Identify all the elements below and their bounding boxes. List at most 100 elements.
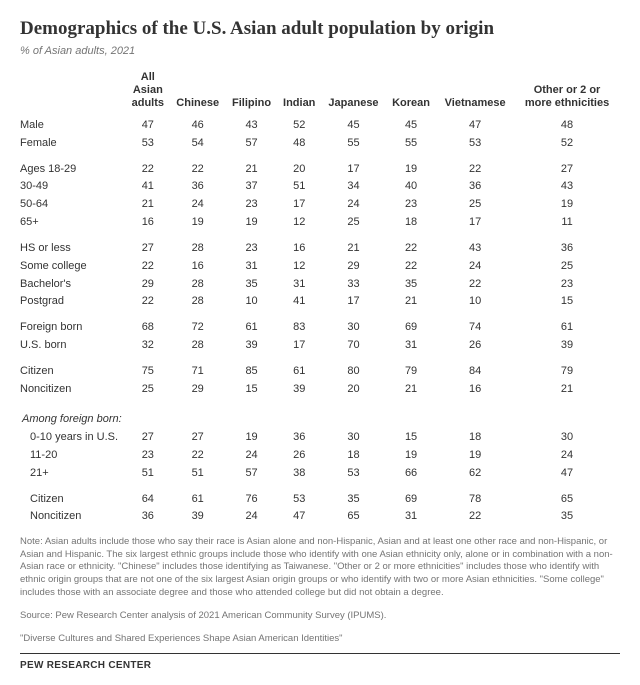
cell: 61: [170, 490, 226, 508]
row-label: Citizen: [20, 490, 126, 508]
cell: 52: [514, 134, 620, 152]
cell: 47: [436, 116, 514, 134]
row-label: 11-20: [20, 446, 126, 464]
cell: 80: [321, 362, 386, 380]
cell: 85: [226, 362, 278, 380]
cell: 36: [436, 178, 514, 196]
cell: 26: [277, 446, 321, 464]
cell: 22: [386, 239, 436, 257]
cell: 41: [126, 178, 170, 196]
cell: 21: [226, 160, 278, 178]
report-text: "Diverse Cultures and Shared Experiences…: [20, 633, 620, 646]
cell: 19: [226, 214, 278, 232]
cell: 35: [386, 275, 436, 293]
row-label: Foreign born: [20, 319, 126, 337]
cell: 79: [386, 362, 436, 380]
cell: 53: [321, 464, 386, 482]
cell: 37: [226, 178, 278, 196]
cell: 21: [126, 196, 170, 214]
cell: 39: [170, 508, 226, 526]
table-row: Female5354574855555352: [20, 134, 620, 152]
col-header: Filipino: [226, 69, 278, 117]
table-header: AllAsianadultsChineseFilipinoIndianJapan…: [20, 69, 620, 117]
col-header: Chinese: [170, 69, 226, 117]
cell: 21: [386, 293, 436, 311]
cell: 38: [277, 464, 321, 482]
row-label: U.S. born: [20, 337, 126, 355]
cell: 27: [170, 429, 226, 447]
cell: 20: [277, 160, 321, 178]
cell: 22: [126, 293, 170, 311]
table-row: 21+5151573853666247: [20, 464, 620, 482]
cell: 72: [170, 319, 226, 337]
demographics-table: AllAsianadultsChineseFilipinoIndianJapan…: [20, 69, 620, 526]
source-text: Source: Pew Research Center analysis of …: [20, 610, 620, 623]
cell: 11: [514, 214, 620, 232]
cell: 17: [436, 214, 514, 232]
col-header: AllAsianadults: [126, 69, 170, 117]
cell: 25: [514, 257, 620, 275]
table-row: Some college2216311229222425: [20, 257, 620, 275]
cell: 35: [226, 275, 278, 293]
cell: 22: [436, 160, 514, 178]
cell: 27: [126, 429, 170, 447]
cell: 17: [277, 196, 321, 214]
row-label: 30-49: [20, 178, 126, 196]
cell: 22: [436, 275, 514, 293]
cell: 21: [514, 380, 620, 398]
col-header: Indian: [277, 69, 321, 117]
cell: 36: [277, 429, 321, 447]
cell: 23: [226, 239, 278, 257]
table-row: 50-642124231724232519: [20, 196, 620, 214]
cell: 21: [386, 380, 436, 398]
row-label: Postgrad: [20, 293, 126, 311]
row-label: Bachelor's: [20, 275, 126, 293]
cell: 28: [170, 337, 226, 355]
cell: 19: [436, 446, 514, 464]
cell: 27: [514, 160, 620, 178]
col-header: Korean: [386, 69, 436, 117]
row-label: 21+: [20, 464, 126, 482]
cell: 43: [436, 239, 514, 257]
cell: 36: [170, 178, 226, 196]
cell: 61: [277, 362, 321, 380]
cell: 53: [436, 134, 514, 152]
cell: 22: [386, 257, 436, 275]
cell: 74: [436, 319, 514, 337]
cell: 22: [126, 257, 170, 275]
cell: 29: [321, 257, 386, 275]
cell: 40: [386, 178, 436, 196]
cell: 84: [436, 362, 514, 380]
cell: 47: [277, 508, 321, 526]
cell: 15: [514, 293, 620, 311]
row-label: Citizen: [20, 362, 126, 380]
cell: 16: [126, 214, 170, 232]
cell: 45: [386, 116, 436, 134]
cell: 12: [277, 257, 321, 275]
table-row: Noncitizen3639244765312235: [20, 508, 620, 526]
table-row: Foreign born6872618330697461: [20, 319, 620, 337]
cell: 10: [226, 293, 278, 311]
cell: 32: [126, 337, 170, 355]
row-label: 50-64: [20, 196, 126, 214]
cell: 24: [514, 446, 620, 464]
table-row: 11-202322242618191924: [20, 446, 620, 464]
footer-brand: PEW RESEARCH CENTER: [20, 653, 620, 671]
cell: 57: [226, 134, 278, 152]
cell: 71: [170, 362, 226, 380]
cell: 78: [436, 490, 514, 508]
cell: 35: [514, 508, 620, 526]
note-text: Note: Asian adults include those who say…: [20, 536, 620, 600]
cell: 35: [321, 490, 386, 508]
table-row: Postgrad2228104117211015: [20, 293, 620, 311]
row-label: 65+: [20, 214, 126, 232]
col-header: Other or 2 ormore ethnicities: [514, 69, 620, 117]
table-row: Bachelor's2928353133352223: [20, 275, 620, 293]
row-label: Female: [20, 134, 126, 152]
section-label: Among foreign born:: [20, 406, 620, 428]
cell: 61: [226, 319, 278, 337]
cell: 24: [226, 508, 278, 526]
cell: 43: [226, 116, 278, 134]
cell: 18: [386, 214, 436, 232]
cell: 19: [226, 429, 278, 447]
